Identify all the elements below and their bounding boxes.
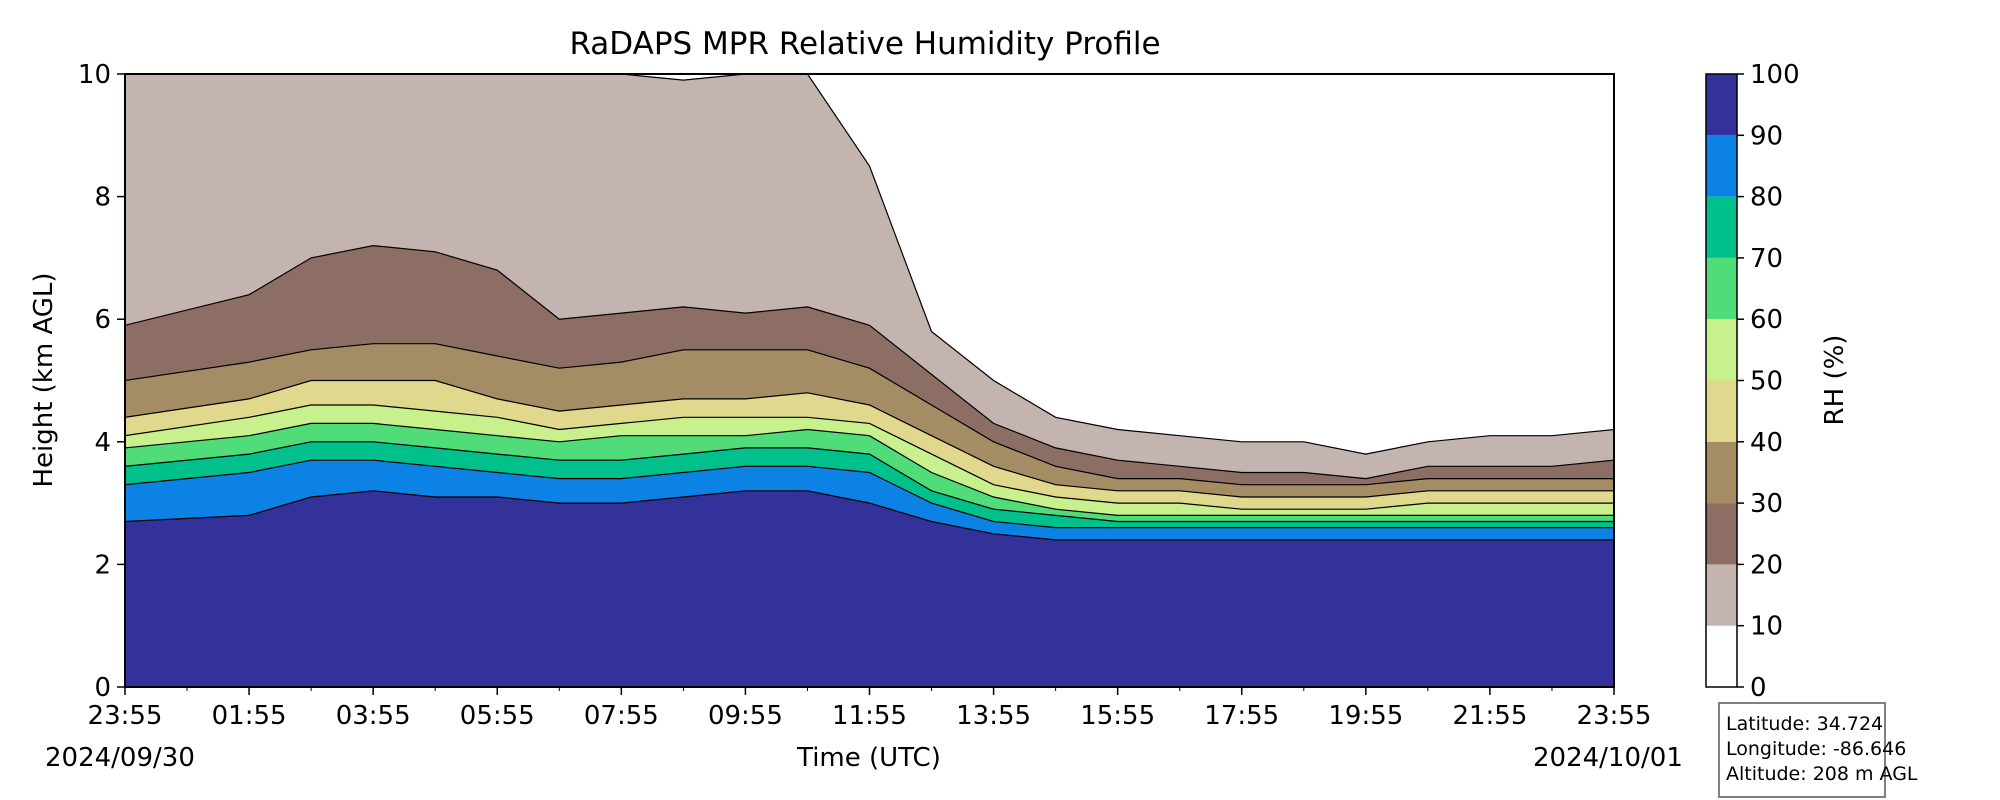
colorbar-tick-label: 90 xyxy=(1750,121,1783,151)
x-tick-label: 01:55 xyxy=(212,701,287,731)
x-tick-label: 19:55 xyxy=(1328,701,1403,731)
colorbar-swatch-0-10 xyxy=(1706,625,1737,687)
colorbar-tick-label: 50 xyxy=(1750,367,1783,397)
chart-title: RaDAPS MPR Relative Humidity Profile xyxy=(569,26,1160,62)
colorbar-tick-label: 20 xyxy=(1750,550,1783,580)
colorbar-swatch-50-60 xyxy=(1706,319,1737,381)
colorbar-swatch-40-50 xyxy=(1706,380,1737,442)
station-info-box: Latitude: 34.724 Longitude: -86.646 Alti… xyxy=(1718,702,1918,798)
colorbar-swatch-10-20 xyxy=(1706,564,1737,626)
y-tick-label: 10 xyxy=(78,60,111,90)
colorbar-swatch-70-80 xyxy=(1706,196,1737,258)
x-axis: 23:55 01:55 03:55 05:55 07:55 09:55 11:55 13:55… xyxy=(88,687,1652,731)
plot-area xyxy=(124,73,1615,688)
colorbar-tick-label: 0 xyxy=(1750,673,1767,703)
x-tick-label: 11:55 xyxy=(832,701,907,731)
colorbar: 0 10 20 30 40 50 60 70 80 90 100 xyxy=(1705,60,1800,703)
latitude-text: Latitude: 34.724 xyxy=(1726,713,1884,735)
colorbar-tick-label: 100 xyxy=(1750,60,1800,90)
colorbar-swatch-30-40 xyxy=(1706,441,1737,504)
y-tick-label: 6 xyxy=(94,305,111,335)
x-tick-label: 23:55 xyxy=(1577,701,1652,731)
x-tick-label: 17:55 xyxy=(1204,701,1279,731)
x-tick-label: 15:55 xyxy=(1080,701,1155,731)
altitude-text: Altitude: 208 m AGL xyxy=(1726,763,1918,785)
colorbar-tick-label: 80 xyxy=(1750,183,1783,213)
start-date-label: 2024/09/30 xyxy=(45,743,195,773)
x-tick-label: 05:55 xyxy=(460,701,535,731)
colorbar-label: RH (%) xyxy=(1820,335,1850,426)
y-tick-label: 8 xyxy=(94,183,111,213)
colorbar-tick-label: 40 xyxy=(1750,428,1783,458)
colorbar-tick-label: 70 xyxy=(1750,244,1783,274)
y-axis-label: Height (km AGL) xyxy=(29,272,59,487)
y-tick-label: 0 xyxy=(94,673,111,703)
colorbar-swatch-60-70 xyxy=(1706,257,1737,320)
end-date-label: 2024/10/01 xyxy=(1533,743,1683,773)
y-tick-label: 2 xyxy=(94,550,111,580)
x-tick-label: 13:55 xyxy=(956,701,1031,731)
band-rh-90-100 xyxy=(124,490,1615,688)
colorbar-tick-label: 60 xyxy=(1750,305,1783,335)
y-axis: 0 2 4 6 8 10 xyxy=(78,60,125,703)
colorbar-swatch-80-90 xyxy=(1706,135,1737,197)
colorbar-swatch-90-100 xyxy=(1706,74,1737,136)
colorbar-tick-label: 30 xyxy=(1750,489,1783,519)
x-tick-label: 03:55 xyxy=(336,701,411,731)
x-tick-label: 21:55 xyxy=(1452,701,1527,731)
colorbar-swatch-20-30 xyxy=(1706,503,1737,565)
y-tick-label: 4 xyxy=(94,428,111,458)
x-axis-label: Time (UTC) xyxy=(796,743,941,773)
longitude-text: Longitude: -86.646 xyxy=(1726,738,1907,760)
x-tick-label: 07:55 xyxy=(584,701,659,731)
x-tick-label: 09:55 xyxy=(708,701,783,731)
colorbar-tick-label: 10 xyxy=(1750,612,1783,642)
x-tick-label: 23:55 xyxy=(88,701,163,731)
